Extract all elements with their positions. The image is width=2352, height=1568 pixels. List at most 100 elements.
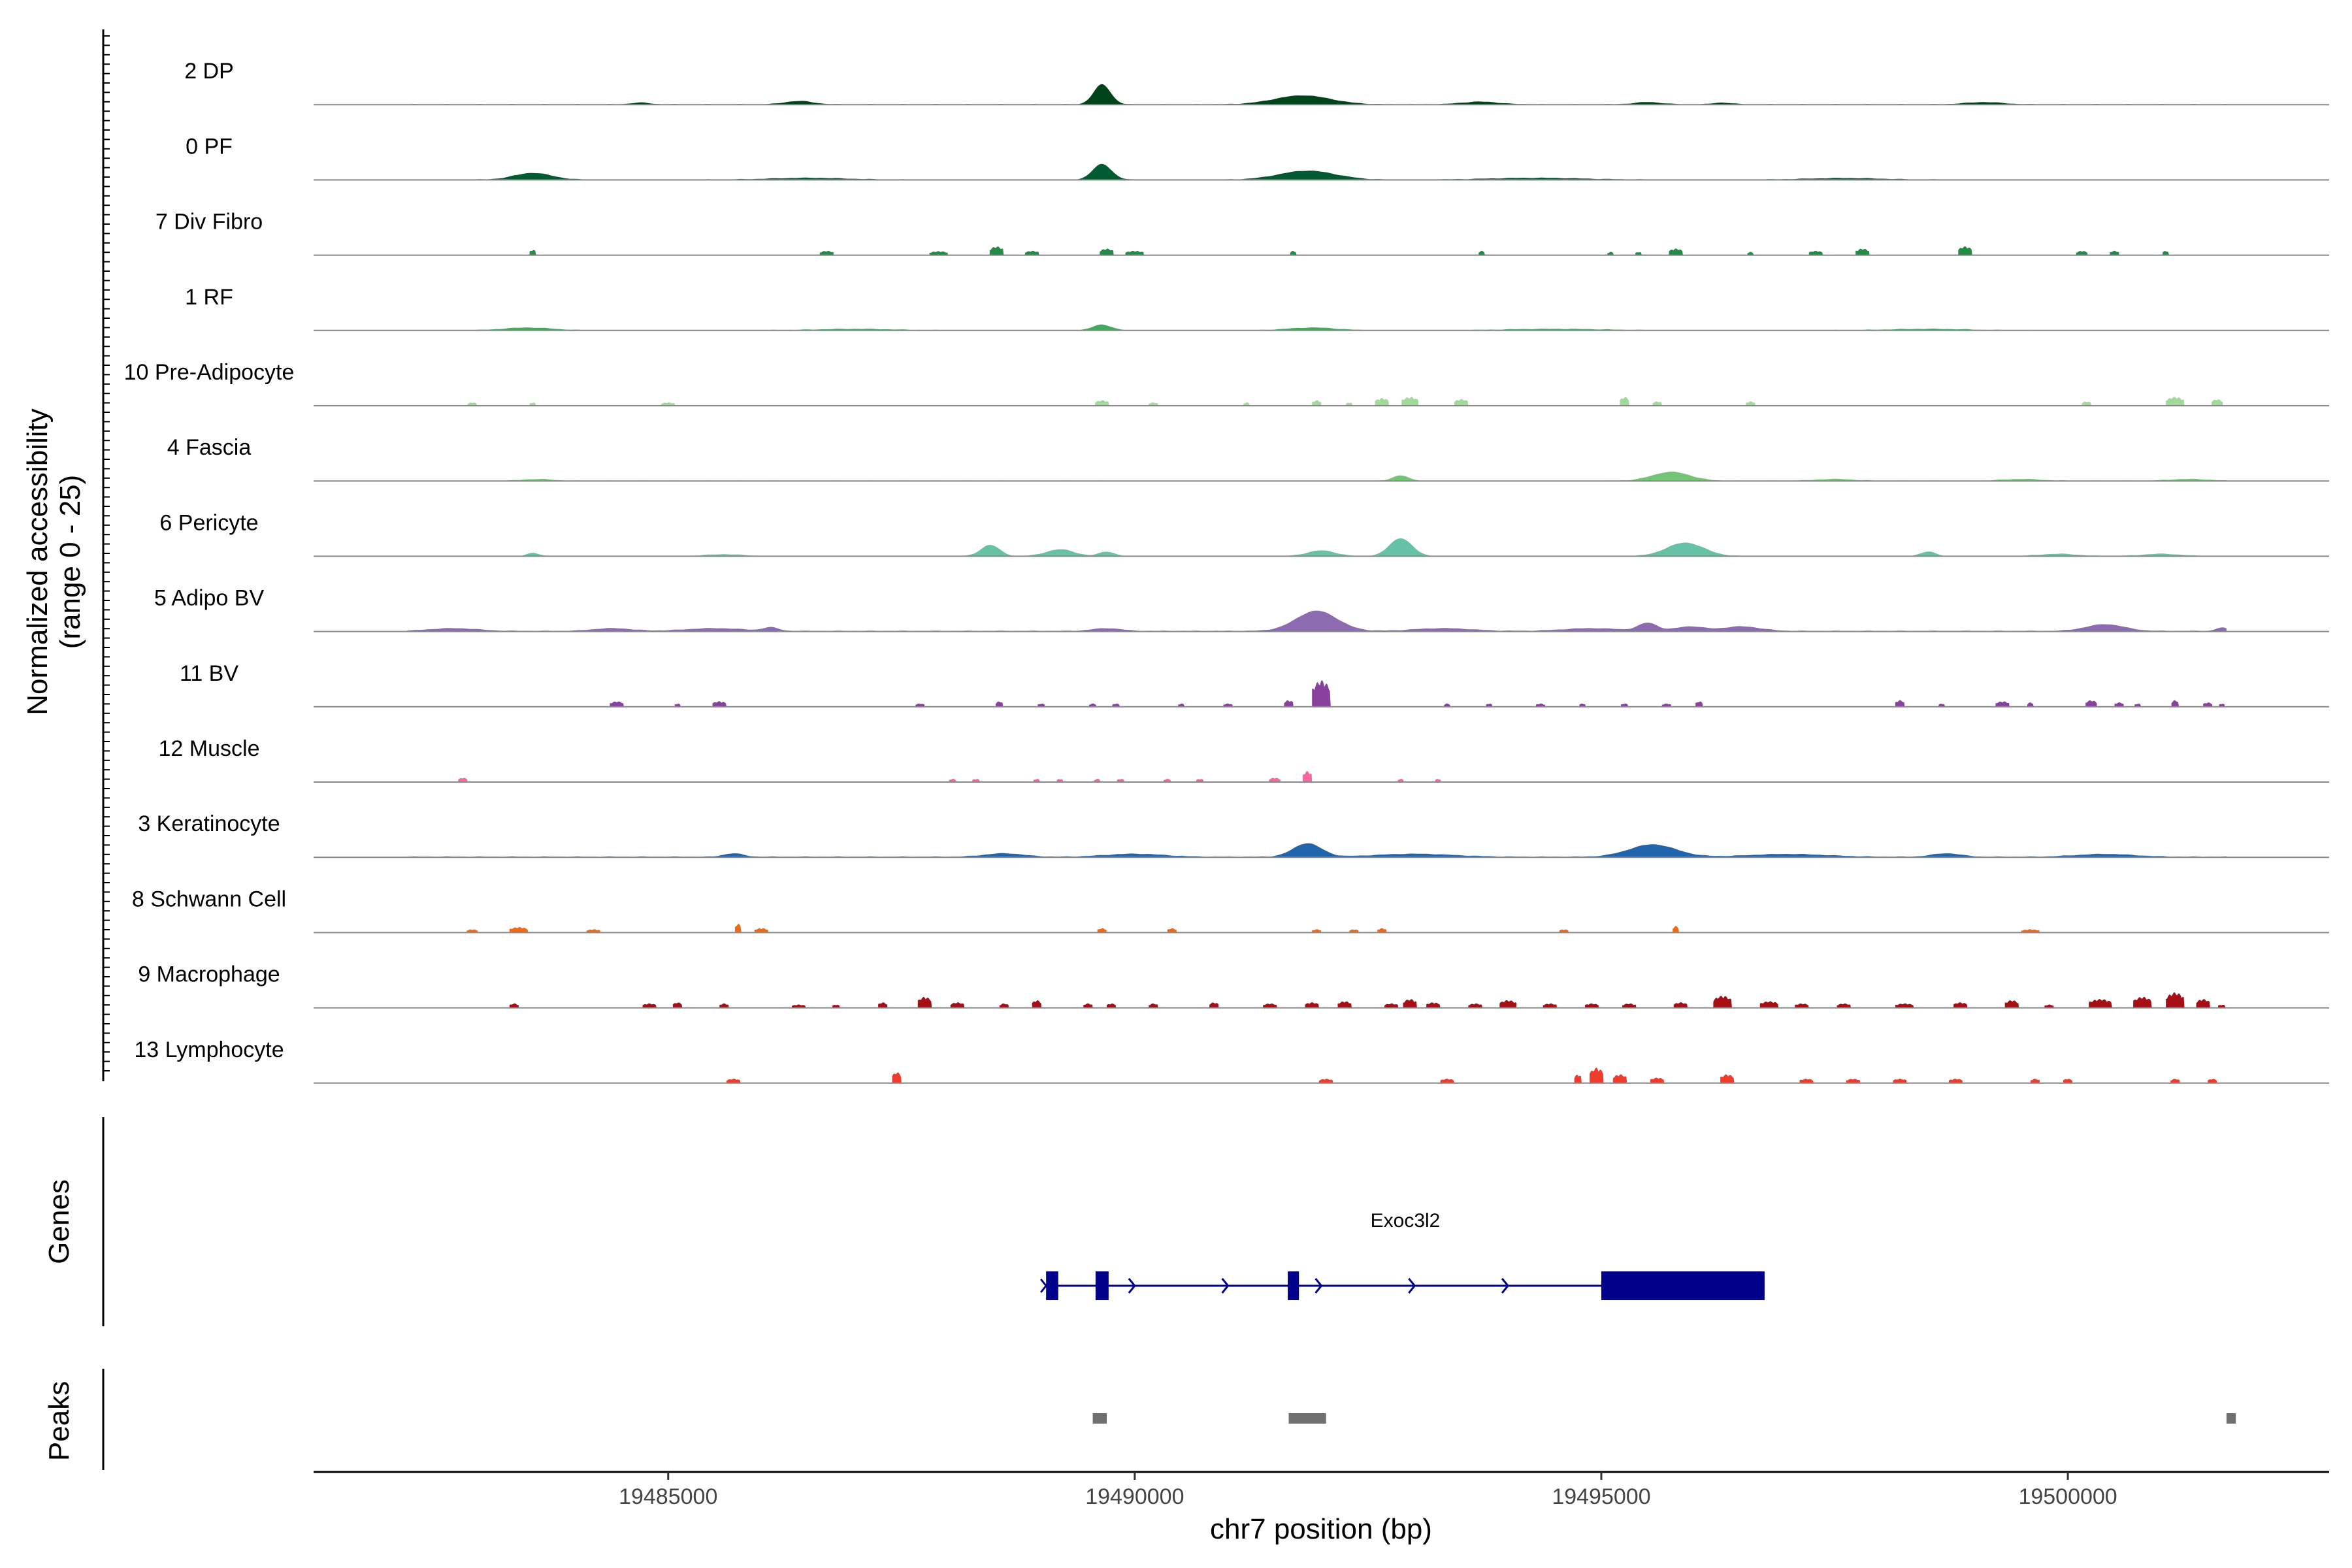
track-12-muscle: 12 Muscle: [159, 736, 2329, 783]
coverage-peak: [1196, 779, 1204, 782]
track-9-macrophage: 9 Macrophage: [138, 962, 2329, 1009]
track-6-pericyte: 6 Pericyte: [159, 510, 2329, 557]
coverage-peak: [642, 1003, 657, 1008]
coverage-peak: [1209, 1002, 1219, 1008]
coverage-peak: [1377, 928, 1387, 933]
coverage-peak: [1056, 779, 1064, 782]
coverage-peak: [2027, 702, 2034, 707]
coverage-peak: [1088, 703, 1097, 707]
coverage-peak: [1375, 398, 1389, 406]
coverage-peak: [1290, 251, 1297, 255]
coverage-peak: [586, 929, 601, 933]
coverage-area: [406, 610, 2227, 632]
coverage-peak: [1337, 1001, 1352, 1008]
coverage-peak: [1808, 250, 1823, 255]
coverage-peak: [2133, 996, 2152, 1008]
track-label: 13 Lymphocyte: [134, 1037, 284, 1062]
coverage-peak: [1795, 1003, 1809, 1008]
coverage-peak: [1499, 1000, 1516, 1008]
coverage-peak: [972, 779, 980, 782]
coverage-peak: [2110, 250, 2119, 255]
track-8-schwann-cell: 8 Schwann Cell: [132, 887, 2329, 934]
coverage-peak: [2163, 251, 2170, 255]
coverage-peak: [1673, 1002, 1688, 1008]
gene-strand-arrow: [1221, 1278, 1230, 1294]
peak-region: [2226, 1413, 2236, 1424]
coverage-peak: [832, 1005, 840, 1008]
coverage-peak: [1713, 996, 1732, 1008]
coverage-peak: [1486, 704, 1493, 707]
coverage-peak: [509, 926, 529, 933]
coverage-peak: [1125, 250, 1145, 255]
track-11-bv: 11 BV: [180, 661, 2329, 708]
coverage-area: [406, 324, 2227, 331]
coverage-peak: [2166, 992, 2185, 1008]
coverage-peak: [1440, 1079, 1454, 1083]
gene-strand-arrow: [1501, 1278, 1510, 1294]
coverage-peak: [1958, 246, 1972, 255]
coverage-peak: [734, 924, 742, 933]
coverage-peak: [1346, 402, 1353, 406]
coverage-peak: [1543, 1003, 1558, 1008]
coverage-peak: [1149, 402, 1158, 406]
coverage-peak: [1574, 1075, 1582, 1083]
coverage-peak: [2004, 1000, 2019, 1008]
coverage-peak: [529, 402, 536, 406]
coverage-area: [406, 163, 2227, 180]
coverage-peak: [1243, 402, 1250, 406]
coverage-peak: [1579, 703, 1586, 707]
x-tick-label: 19500000: [2018, 1484, 2117, 1509]
coverage-peak: [949, 779, 957, 782]
track-label: 10 Pre-Adipocyte: [124, 360, 295, 385]
coverage-peak: [719, 1003, 729, 1008]
coverage-peak: [950, 1002, 965, 1008]
coverage-peak: [1695, 701, 1703, 707]
coverage-peak: [2085, 700, 2097, 707]
genes-panel-title: Genes: [43, 1179, 75, 1264]
coverage-peak: [1953, 1002, 1968, 1008]
coverage-peak: [1033, 779, 1040, 782]
coverage-peak: [712, 701, 727, 707]
gene-label: Exoc3l2: [1371, 1210, 1441, 1232]
track-label: 3 Keratinocyte: [138, 811, 280, 836]
coverage-peak: [1178, 703, 1185, 707]
coverage-peak: [1167, 928, 1177, 933]
coverage-peak: [2196, 999, 2210, 1008]
coverage-peak: [1037, 703, 1045, 707]
coverage-peak: [1107, 1003, 1117, 1008]
track-label: 11 BV: [180, 661, 238, 686]
coverage-peak: [466, 929, 478, 933]
track-label: 8 Schwann Cell: [132, 887, 286, 911]
coverage-peak: [1635, 252, 1642, 255]
coverage-peak: [1401, 397, 1418, 406]
x-tick-label: 19490000: [1085, 1484, 1184, 1509]
coverage-peak: [1302, 770, 1313, 782]
coverage-peak: [819, 251, 834, 255]
coverage-peak: [792, 1004, 806, 1008]
coverage-peak: [2089, 999, 2112, 1008]
coverage-peak: [1837, 1003, 1851, 1008]
coverage-area: [416, 538, 2227, 557]
track-0-pf: 0 PF: [186, 134, 2329, 181]
gene-exon: [1601, 1271, 1765, 1300]
x-axis-title: chr7 position (bp): [1210, 1513, 1432, 1545]
coverage-peak: [509, 1003, 519, 1008]
track-label: 9 Macrophage: [138, 962, 280, 987]
coverage-peak: [1164, 778, 1171, 782]
coverage-peak: [2031, 1079, 2040, 1083]
peak-region: [1092, 1413, 1107, 1424]
track-label: 5 Adipo BV: [154, 586, 265, 611]
accessibility-y-ticks: [103, 35, 110, 1071]
coverage-peak: [1673, 926, 1680, 933]
coverage-peak: [1032, 1000, 1041, 1008]
coverage-peak: [1312, 679, 1331, 707]
track-2-dp: 2 DP: [184, 59, 2329, 106]
coverage-peak: [999, 1004, 1009, 1008]
coverage-peak: [1938, 704, 1946, 707]
coverage-peak: [1435, 779, 1441, 782]
coverage-peak: [1095, 400, 1109, 406]
coverage-peak: [1607, 252, 1614, 255]
coverage-peak: [2203, 702, 2213, 707]
track-label: 12 Muscle: [159, 736, 260, 761]
coverage-peak: [661, 402, 676, 406]
